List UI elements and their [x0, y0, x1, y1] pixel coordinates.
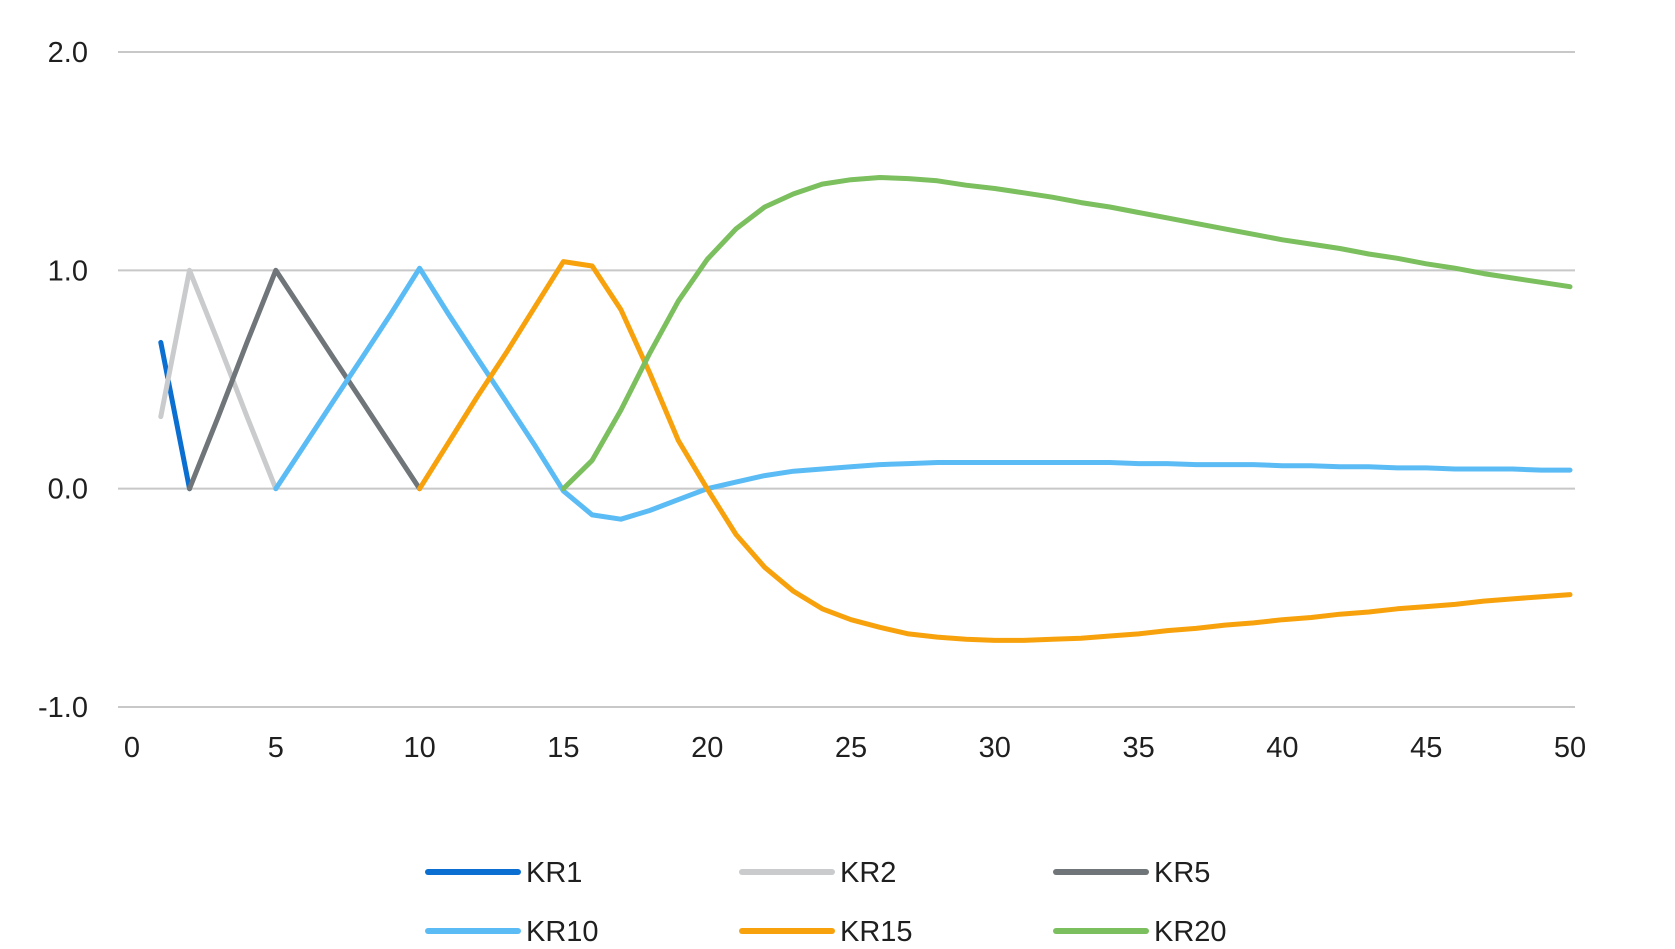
x-tick-label: 5 [268, 732, 284, 764]
legend-item-kr1: KR1 [425, 857, 582, 889]
series-line-kr5 [187, 267, 423, 492]
legend-item-kr10: KR10 [425, 916, 599, 948]
legend-label: KR10 [526, 916, 599, 948]
y-tick-label: 0.0 [48, 474, 88, 506]
y-axis-tick-labels: 2.0 1.0 0.0 -1.0 [38, 37, 88, 724]
series-line-kr20 [560, 175, 1573, 492]
y-tick-label: -1.0 [38, 692, 88, 724]
y-tick-label: 2.0 [48, 37, 88, 69]
series-lines [158, 175, 1573, 643]
x-tick-label: 15 [547, 732, 579, 764]
x-tick-label: 45 [1410, 732, 1442, 764]
x-tick-label: 30 [979, 732, 1011, 764]
legend: KR1 KR2 KR5 KR10 KR15 KR20 [425, 857, 1227, 948]
series-line-kr10 [273, 265, 1573, 522]
x-tick-label: 25 [835, 732, 867, 764]
x-tick-label: 0 [124, 732, 140, 764]
legend-label: KR2 [840, 857, 896, 889]
series-line-kr1 [158, 339, 192, 492]
legend-item-kr20: KR20 [1053, 916, 1227, 948]
x-axis-tick-labels: 0 5 10 15 20 25 30 35 40 45 50 [124, 732, 1586, 764]
x-tick-label: 20 [691, 732, 723, 764]
x-tick-label: 50 [1554, 732, 1586, 764]
legend-item-kr2: KR2 [739, 857, 896, 889]
legend-label: KR1 [526, 857, 582, 889]
x-tick-label: 10 [403, 732, 435, 764]
series-line-kr2 [158, 267, 279, 492]
legend-item-kr15: KR15 [739, 916, 913, 948]
x-tick-label: 35 [1122, 732, 1154, 764]
grid-lines [118, 51, 1575, 708]
legend-label: KR15 [840, 916, 913, 948]
x-tick-label: 40 [1266, 732, 1298, 764]
y-tick-label: 1.0 [48, 255, 88, 287]
legend-label: KR20 [1154, 916, 1227, 948]
legend-label: KR5 [1154, 857, 1210, 889]
legend-item-kr5: KR5 [1053, 857, 1210, 889]
series-line-kr15 [417, 259, 1573, 643]
